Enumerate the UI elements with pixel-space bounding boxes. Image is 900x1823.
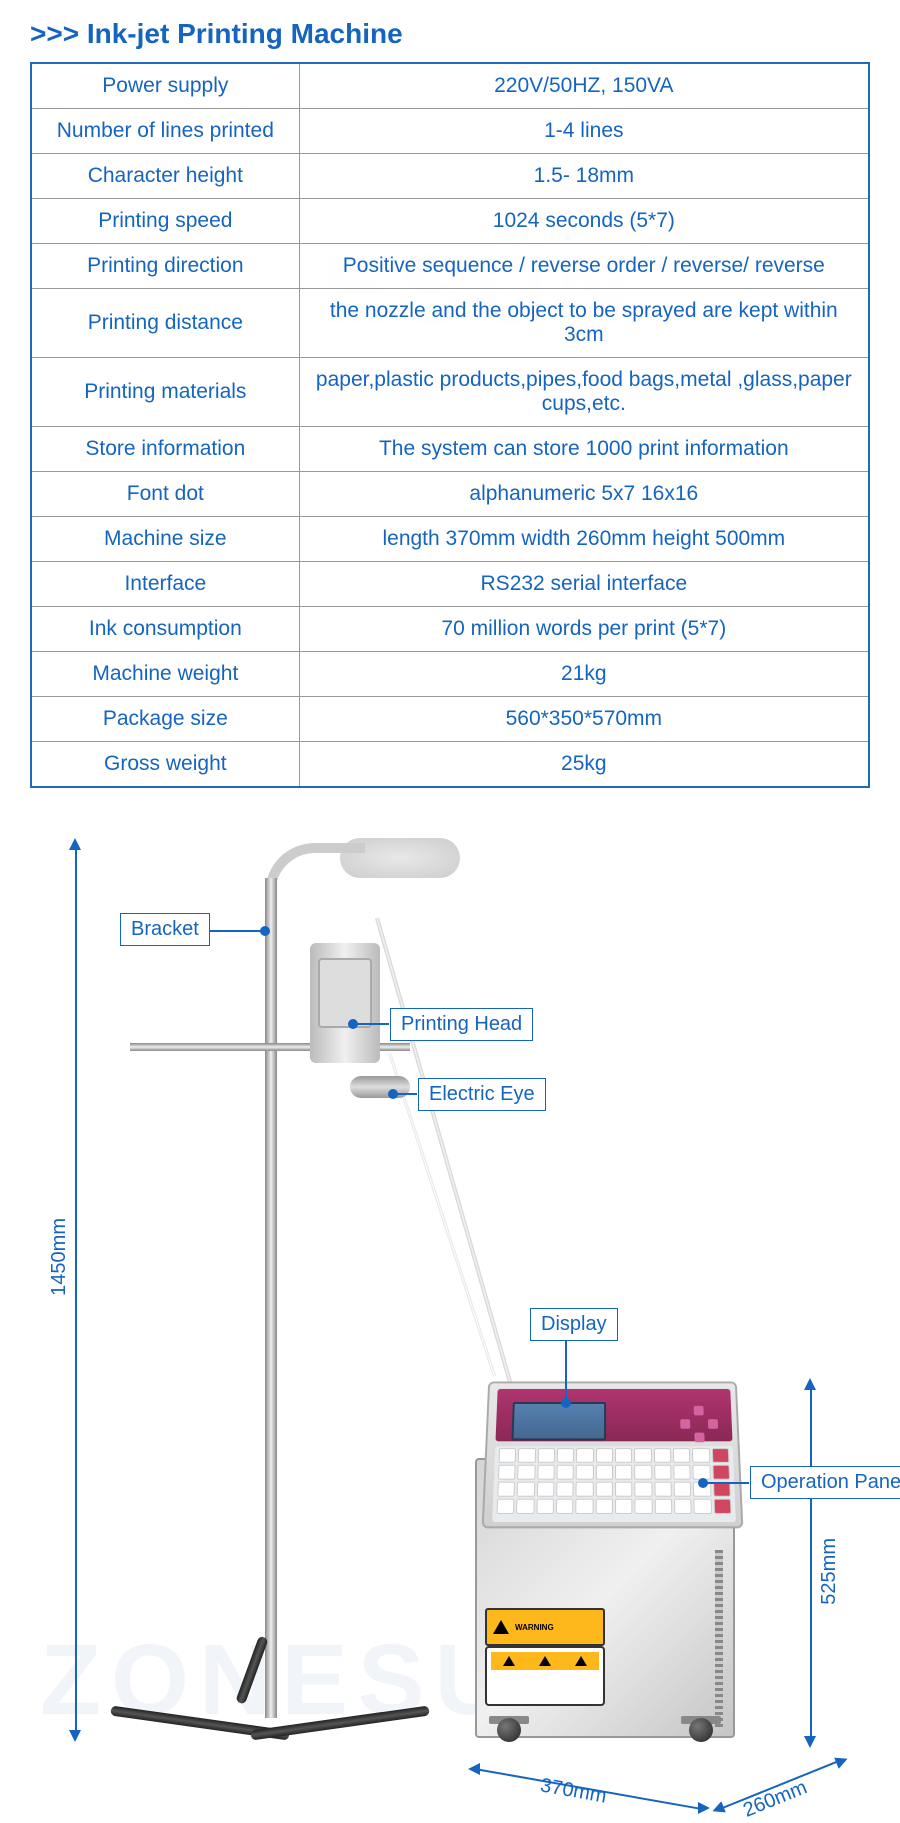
spec-label: Printing materials xyxy=(31,358,299,427)
spec-value: The system can store 1000 print informat… xyxy=(299,427,869,472)
spec-label: Ink consumption xyxy=(31,607,299,652)
spec-value: RS232 serial interface xyxy=(299,562,869,607)
arrow-up-icon xyxy=(69,838,81,850)
spec-value: 1024 seconds (5*7) xyxy=(299,199,869,244)
dim-line xyxy=(75,843,77,1738)
cable xyxy=(375,917,514,1389)
spec-value: Positive sequence / reverse order / reve… xyxy=(299,244,869,289)
product-diagram: ZONESUN 1450mm WARNING xyxy=(0,818,900,1798)
panel-header xyxy=(495,1389,732,1441)
hazard-label xyxy=(485,1646,605,1706)
table-row: Printing directionPositive sequence / re… xyxy=(31,244,869,289)
spec-label: Printing distance xyxy=(31,289,299,358)
title-text: Ink-jet Printing Machine xyxy=(87,18,403,49)
display-screen xyxy=(511,1402,606,1440)
callout-bracket: Bracket xyxy=(120,913,210,946)
pointer-line xyxy=(355,1023,389,1025)
spec-value: 1.5- 18mm xyxy=(299,154,869,199)
vent xyxy=(715,1550,723,1730)
table-row: Printing materialspaper,plastic products… xyxy=(31,358,869,427)
table-row: Power supply220V/50HZ, 150VA xyxy=(31,63,869,109)
pointer-dot-icon xyxy=(561,1398,571,1408)
table-row: Gross weight25kg xyxy=(31,742,869,788)
pointer-dot-icon xyxy=(348,1019,358,1029)
spec-value: the nozzle and the object to be sprayed … xyxy=(299,289,869,358)
dim-width-console: 370mm xyxy=(539,1774,609,1808)
pointer-line xyxy=(204,930,262,932)
chevron-icon: >>> xyxy=(30,18,79,49)
table-row: Printing distancethe nozzle and the obje… xyxy=(31,289,869,358)
console-unit: WARNING xyxy=(475,1378,735,1738)
spec-label: Power supply xyxy=(31,63,299,109)
spec-value: alphanumeric 5x7 16x16 xyxy=(299,472,869,517)
dim-depth-console: 260mm xyxy=(740,1776,810,1822)
stand-curve xyxy=(265,843,365,898)
stand-pole xyxy=(265,878,277,1718)
spec-label: Machine weight xyxy=(31,652,299,697)
pointer-line xyxy=(705,1482,749,1484)
spec-value: 220V/50HZ, 150VA xyxy=(299,63,869,109)
page-title: >>> Ink-jet Printing Machine xyxy=(0,0,900,62)
operation-panel xyxy=(482,1381,744,1528)
callout-operation-panel: Operation Panel xyxy=(750,1466,900,1499)
spec-label: Printing speed xyxy=(31,199,299,244)
dim-height-stand: 1450mm xyxy=(48,1218,71,1296)
arrow-left-icon xyxy=(468,1763,480,1775)
pointer-dot-icon xyxy=(698,1478,708,1488)
spec-value: paper,plastic products,pipes,food bags,m… xyxy=(299,358,869,427)
spec-label: Store information xyxy=(31,427,299,472)
spec-label: Package size xyxy=(31,697,299,742)
table-row: Printing speed1024 seconds (5*7) xyxy=(31,199,869,244)
spec-value: length 370mm width 260mm height 500mm xyxy=(299,517,869,562)
spec-value: 25kg xyxy=(299,742,869,788)
spec-label: Gross weight xyxy=(31,742,299,788)
table-row: InterfaceRS232 serial interface xyxy=(31,562,869,607)
warning-label: WARNING xyxy=(485,1608,605,1646)
arrow-left-icon xyxy=(710,1801,726,1817)
spec-label: Machine size xyxy=(31,517,299,562)
table-row: Ink consumption70 million words per prin… xyxy=(31,607,869,652)
spec-value: 1-4 lines xyxy=(299,109,869,154)
nav-buttons xyxy=(680,1406,719,1442)
table-row: Machine sizelength 370mm width 260mm hei… xyxy=(31,517,869,562)
callout-display: Display xyxy=(530,1308,618,1341)
pointer-line xyxy=(395,1093,417,1095)
arrow-down-icon xyxy=(804,1736,816,1748)
spec-label: Character height xyxy=(31,154,299,199)
arrow-right-icon xyxy=(698,1802,710,1814)
table-row: Machine weight21kg xyxy=(31,652,869,697)
arrow-down-icon xyxy=(69,1730,81,1742)
arrow-right-icon xyxy=(834,1753,850,1769)
spec-table: Power supply220V/50HZ, 150VANumber of li… xyxy=(30,62,870,788)
spec-label: Interface xyxy=(31,562,299,607)
spec-value: 70 million words per print (5*7) xyxy=(299,607,869,652)
spec-value: 21kg xyxy=(299,652,869,697)
dim-line xyxy=(810,1383,812,1743)
spec-label: Number of lines printed xyxy=(31,109,299,154)
warning-icon xyxy=(493,1620,509,1634)
dim-height-console: 525mm xyxy=(818,1538,841,1605)
table-row: Number of lines printed1-4 lines xyxy=(31,109,869,154)
arrow-up-icon xyxy=(804,1378,816,1390)
callout-printing-head: Printing Head xyxy=(390,1008,533,1041)
print-head-face xyxy=(318,958,372,1028)
pointer-dot-icon xyxy=(260,926,270,936)
spec-value: 560*350*570mm xyxy=(299,697,869,742)
spec-label: Font dot xyxy=(31,472,299,517)
callout-electric-eye: Electric Eye xyxy=(418,1078,546,1111)
pointer-dot-icon xyxy=(388,1089,398,1099)
table-row: Store informationThe system can store 10… xyxy=(31,427,869,472)
table-row: Package size560*350*570mm xyxy=(31,697,869,742)
pointer-line xyxy=(565,1341,567,1401)
table-row: Character height1.5- 18mm xyxy=(31,154,869,199)
spec-label: Printing direction xyxy=(31,244,299,289)
table-row: Font dotalphanumeric 5x7 16x16 xyxy=(31,472,869,517)
stand-base xyxy=(110,1698,430,1738)
